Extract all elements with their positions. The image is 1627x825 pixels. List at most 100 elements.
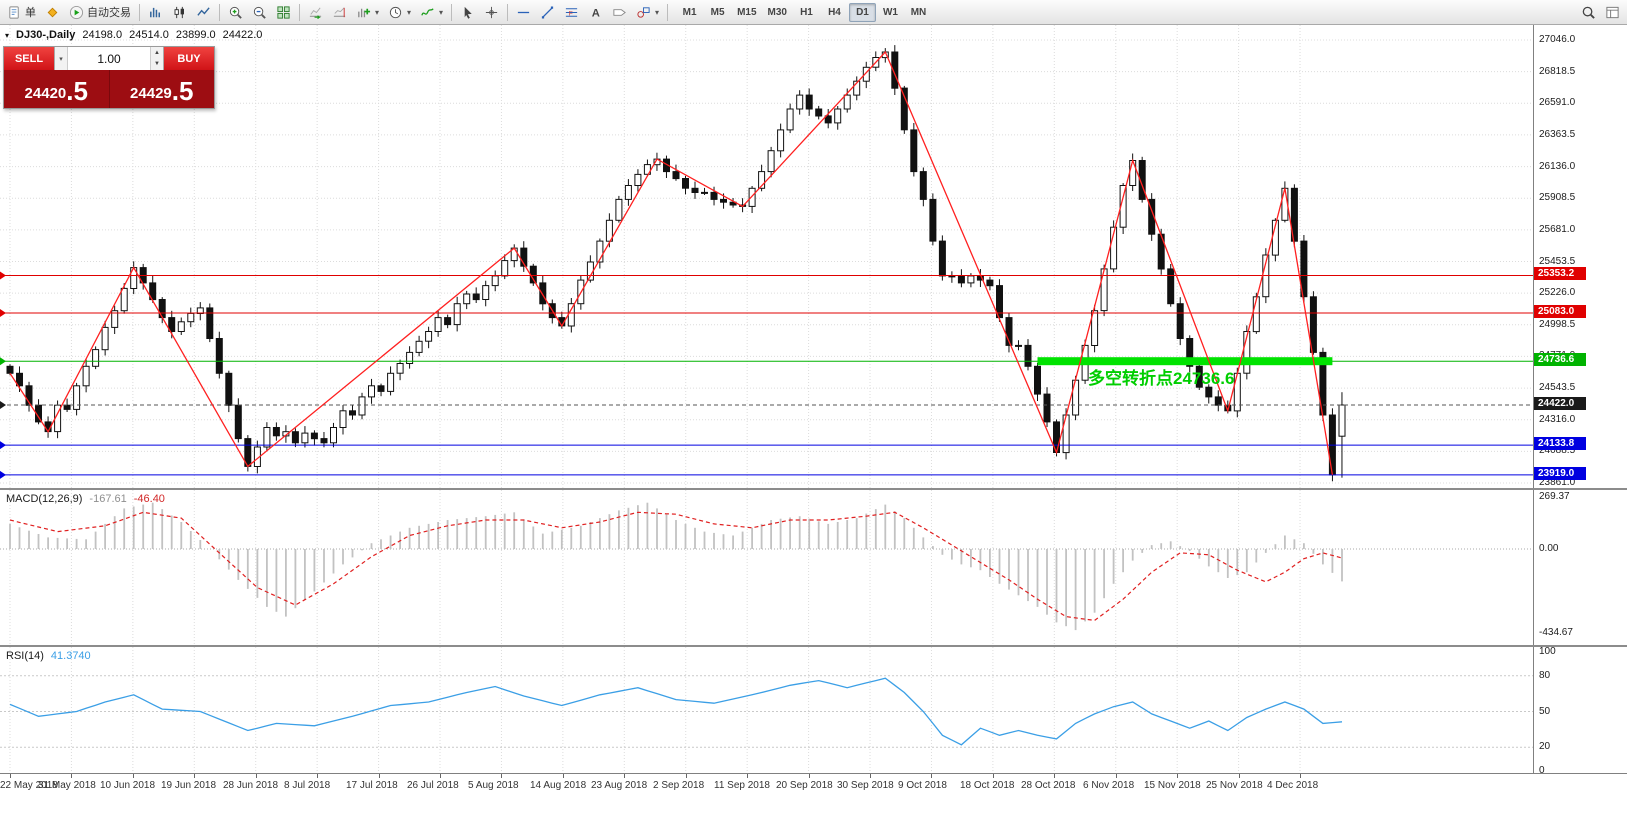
candle-chart-button[interactable] xyxy=(168,2,191,23)
time-axis-tick xyxy=(501,774,502,778)
trendline-button[interactable] xyxy=(536,2,559,23)
autotrade-button[interactable]: 自动交易 xyxy=(65,2,135,23)
volume-down-button[interactable]: ▼ xyxy=(151,58,163,70)
cursor-button[interactable] xyxy=(456,2,479,23)
time-axis-label: 28 Jun 2018 xyxy=(223,780,279,791)
toolbar-separator xyxy=(299,3,300,21)
price-axis-tick: 23861.0 xyxy=(1539,477,1576,488)
time-axis-label: 9 Oct 2018 xyxy=(898,780,947,791)
price-axis[interactable]: 27046.0 26818.5 26591.0 26363.5 26136.0 25908… xyxy=(1533,25,1627,776)
symbol-name: DJ30-,Daily xyxy=(16,29,76,41)
mql5-button[interactable] xyxy=(41,2,64,23)
level-left-marker xyxy=(0,271,6,280)
macd-histogram xyxy=(9,502,1343,631)
trade-panel-prices: 24420 .5 24429 .5 xyxy=(4,70,214,108)
crosshair-button[interactable] xyxy=(480,2,503,23)
buy-price-main: 24429 xyxy=(130,85,172,102)
toolbar-separator xyxy=(219,3,220,21)
time-axis-label: 23 Aug 2018 xyxy=(591,780,648,791)
text-icon: A xyxy=(588,5,603,20)
horizontal-line-button[interactable] xyxy=(512,2,535,23)
indicators-icon xyxy=(420,5,435,20)
auto-scroll-icon xyxy=(308,5,323,20)
price-badge-resistance: 25353.2 xyxy=(1534,267,1586,280)
panel-divider-rsi[interactable] xyxy=(0,645,1627,647)
time-axis-label: 5 Aug 2018 xyxy=(468,780,519,791)
fibonacci-icon: F xyxy=(564,5,579,20)
panel-divider-macd[interactable] xyxy=(0,488,1627,490)
line-chart-button[interactable] xyxy=(192,2,215,23)
svg-text:F: F xyxy=(569,10,573,17)
timeframe-MN-button[interactable]: MN xyxy=(910,6,927,18)
timeframe-M30-button[interactable]: M30 xyxy=(767,6,787,18)
new-chart-dropdown-arrow: ▾ xyxy=(375,7,380,17)
price-axis-tick: 27046.0 xyxy=(1539,34,1576,45)
zoom-in-button[interactable] xyxy=(224,2,247,23)
time-axis-tick xyxy=(993,774,994,778)
time-axis-label: 4 Dec 2018 xyxy=(1267,780,1319,791)
bar-chart-button[interactable] xyxy=(144,2,167,23)
buy-price[interactable]: 24429 .5 xyxy=(110,70,215,108)
time-axis-label: 19 Jun 2018 xyxy=(161,780,217,791)
timeframe-H4-button[interactable]: H4 xyxy=(828,6,841,18)
volume-preset-dropdown[interactable]: ▾ xyxy=(55,47,68,70)
timeframe-toolbar: M1 M5 M15 M30 H1 H4 D1 W1 MN xyxy=(676,2,932,22)
trade-panel-price-divider xyxy=(108,70,110,108)
auto-scroll-button[interactable] xyxy=(304,2,327,23)
new-order-icon xyxy=(7,5,22,20)
toolbar-separator xyxy=(667,3,669,21)
sell-button[interactable]: SELL xyxy=(4,47,54,70)
zigzag-trendline[interactable] xyxy=(9,50,1334,475)
chart-shift-button[interactable] xyxy=(328,2,351,23)
timeframe-W1-button[interactable]: W1 xyxy=(882,6,898,18)
macd-canvas[interactable] xyxy=(0,490,1533,645)
sell-price[interactable]: 24420 .5 xyxy=(4,70,109,108)
rsi-grid xyxy=(0,647,1533,773)
rsi-axis-tick: 80 xyxy=(1539,670,1551,681)
timeframe-M15-button[interactable]: M15 xyxy=(737,6,757,18)
time-axis-tick xyxy=(563,774,564,778)
price-chart-canvas[interactable] xyxy=(0,25,1533,488)
time-axis-tick xyxy=(1116,774,1117,778)
price-axis-tick: 25681.0 xyxy=(1539,224,1576,235)
volume-spinner: ▲ ▼ xyxy=(150,47,163,70)
rsi-canvas[interactable] xyxy=(0,647,1533,773)
period-button[interactable]: ▾ xyxy=(384,2,415,23)
data-window-button[interactable] xyxy=(1601,2,1624,23)
buy-button[interactable]: BUY xyxy=(164,47,214,70)
search-button[interactable] xyxy=(1577,2,1600,23)
timeframe-D1-button[interactable]: D1 xyxy=(848,2,876,22)
volume-input[interactable] xyxy=(68,47,150,70)
volume-control: ▾ ▲ ▼ xyxy=(54,47,164,70)
timeframe-M5-button[interactable]: M5 xyxy=(710,6,725,18)
timeframe-M1-button[interactable]: M1 xyxy=(682,6,697,18)
price-axis-tick: 25908.5 xyxy=(1539,192,1576,203)
mql5-icon xyxy=(45,5,60,20)
text-button[interactable]: A xyxy=(584,2,607,23)
autotrade-label: 自动交易 xyxy=(87,7,131,19)
time-axis-label: 20 Sep 2018 xyxy=(776,780,833,791)
rsi-label: RSI(14) 41.3740 xyxy=(6,650,91,662)
shapes-button[interactable]: ▾ xyxy=(632,2,663,23)
time-axis-label: 26 Jul 2018 xyxy=(407,780,459,791)
new-order-button[interactable]: 单 xyxy=(3,2,40,23)
ohlc-open: 24198.0 xyxy=(82,29,123,41)
zoom-out-button[interactable] xyxy=(248,2,271,23)
pivot-band[interactable] xyxy=(1037,357,1333,366)
time-axis[interactable]: 22 May 2018 31 May 2018 10 Jun 2018 19 Jun … xyxy=(0,773,1627,825)
time-axis-tick xyxy=(1054,774,1055,778)
time-axis-tick xyxy=(1239,774,1240,778)
indicators-button[interactable]: ▾ xyxy=(416,2,447,23)
timeframe-H1-button[interactable]: H1 xyxy=(800,6,813,18)
rsi-value: 41.3740 xyxy=(50,650,91,662)
label-button[interactable] xyxy=(608,2,631,23)
data-window-icon xyxy=(1605,5,1620,20)
time-axis-tick xyxy=(624,774,625,778)
fibonacci-button[interactable]: F xyxy=(560,2,583,23)
volume-up-button[interactable]: ▲ xyxy=(151,47,163,59)
new-chart-button[interactable]: ▾ xyxy=(352,2,383,23)
time-axis-label: 6 Nov 2018 xyxy=(1083,780,1135,791)
tile-windows-button[interactable] xyxy=(272,2,295,23)
one-click-trading-panel: SELL ▾ ▲ ▼ BUY 24420 .5 24429 .5 xyxy=(3,46,215,109)
time-axis-tick xyxy=(317,774,318,778)
